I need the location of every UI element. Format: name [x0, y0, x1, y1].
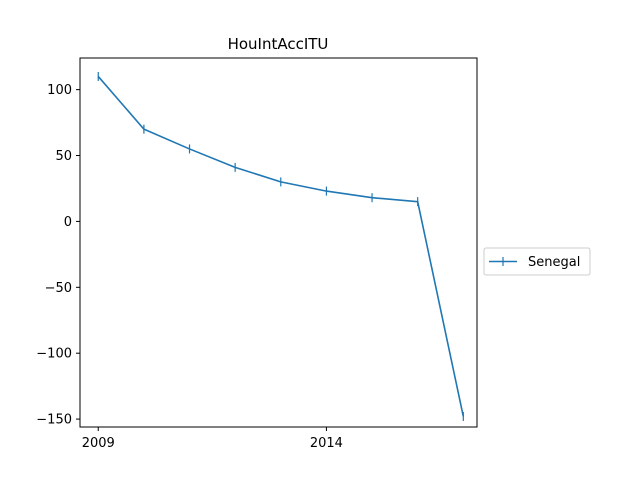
- legend-label-senegal: Senegal: [528, 255, 580, 270]
- y-tick-label-100: 100: [47, 83, 72, 98]
- legend: Senegal: [483, 247, 591, 276]
- plot-area: [97, 71, 465, 421]
- y-tick-label-0: 0: [64, 215, 72, 230]
- legend-box: [483, 247, 591, 276]
- chart-title: HouIntAccITU: [228, 35, 329, 53]
- y-tick-label--150: −150: [36, 413, 72, 428]
- y-tick-label--50: −50: [45, 281, 72, 296]
- x-tick-label-2009: 2009: [82, 436, 115, 451]
- y-tick-label-50: 50: [55, 149, 72, 164]
- x-axis: 2009 2014: [82, 427, 343, 451]
- axes-frame: [79, 57, 478, 428]
- x-tick-label-2014: 2014: [310, 436, 343, 451]
- y-tick-label--100: −100: [36, 347, 72, 362]
- series-line-senegal: [97, 75, 465, 417]
- y-axis: 100 50 0 −50 −100 −150: [36, 83, 80, 428]
